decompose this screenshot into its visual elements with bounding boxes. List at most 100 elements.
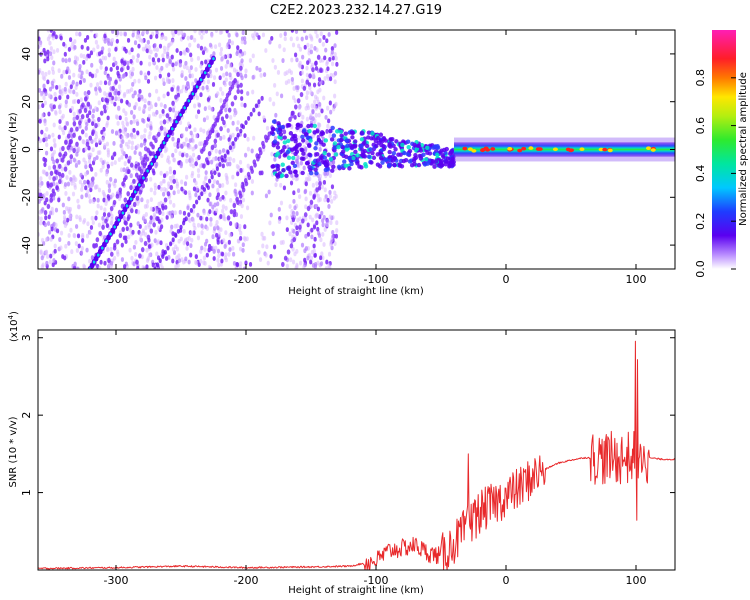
faint-track-point [197,195,201,201]
noise-speck [141,230,145,236]
transition-speck [322,155,328,160]
noise-speck [240,96,244,101]
streak-speck [118,187,123,193]
transition-speck [318,155,323,160]
noise-speck [326,66,330,72]
noise-speck [163,49,167,55]
transition-speck [435,144,440,149]
track-core [109,232,112,236]
noise-speck [92,157,97,162]
noise-speck [333,102,337,108]
noise-speck [244,73,248,79]
transition-speck [418,148,424,153]
transition-speck [293,151,298,157]
noise-speck [240,39,244,45]
transition-speck [368,147,373,152]
noise-speck [250,148,254,154]
noise-speck [157,184,161,190]
streak-speck [168,106,173,113]
noise-speck [291,259,296,265]
faint-track-point [223,153,227,159]
noise-speck [318,146,322,152]
noise-speck [76,233,81,239]
noise-speck [75,151,79,157]
noise-speck [321,42,325,47]
noise-speck [308,157,312,163]
noise-speck [303,189,307,195]
noise-speck [312,248,316,254]
noise-speck [332,160,336,165]
transition-speck [313,146,318,151]
faint-track-point [228,145,232,151]
streak-speck [286,249,291,255]
noise-speck [309,259,313,265]
streak-speck [99,110,104,116]
streak-speck [102,104,107,110]
noise-speck [58,237,62,242]
streak-speck [301,218,305,224]
transition-speck [386,163,392,168]
noise-speck [248,261,253,267]
noise-speck [216,201,220,207]
noise-speck [84,132,88,138]
noise-speck [75,248,79,253]
noise-speck [124,153,129,159]
noise-speck [132,118,136,124]
track-core [187,99,191,103]
noise-speck [89,50,94,56]
transition-speck [440,153,446,158]
x-tick-label: -100 [364,273,389,286]
noise-speck [206,97,211,102]
noise-speck [149,219,153,225]
noise-speck [140,134,144,140]
noise-speck [322,214,326,220]
noise-speck [102,126,106,132]
streak-speck [118,232,123,239]
streak-speck [294,104,298,110]
noise-speck [171,66,176,72]
noise-speck [314,66,319,71]
noise-speck [145,30,149,35]
noise-speck [95,32,99,38]
noise-speck [326,105,330,111]
noise-speck [207,247,211,253]
noise-speck [69,176,73,182]
noise-speck [64,243,68,249]
noise-speck [136,265,140,269]
noise-speck [76,145,80,151]
noise-speck [141,265,145,269]
transition-speck [329,137,335,142]
noise-speck [295,211,299,216]
noise-speck [326,197,330,203]
snr-scale-prefix: (x10 [9,319,20,342]
noise-speck [111,192,115,198]
noise-speck [335,61,339,67]
noise-speck [58,119,62,124]
track-core [199,78,203,82]
noise-speck [313,252,317,258]
noise-speck [245,205,250,211]
noise-speck [164,204,168,210]
noise-speck [227,137,231,142]
noise-speck [47,70,51,75]
streak-speck [58,152,62,158]
noise-speck [57,134,61,140]
noise-speck [91,220,95,226]
transition-speck [312,130,317,135]
noise-speck [266,260,270,266]
noise-speck [328,100,332,106]
noise-speck [141,46,145,52]
transition-speck [317,161,322,167]
noise-speck [279,200,284,206]
noise-speck [128,247,132,253]
streak-speck [72,121,77,127]
noise-speck [168,199,173,205]
streak-speck [136,175,141,181]
noise-speck [205,238,209,244]
noise-speck [144,212,148,217]
noise-speck [335,228,339,233]
noise-speck [278,43,282,49]
noise-speck [130,71,134,77]
streak-speck [305,79,310,85]
noise-speck [226,128,230,133]
